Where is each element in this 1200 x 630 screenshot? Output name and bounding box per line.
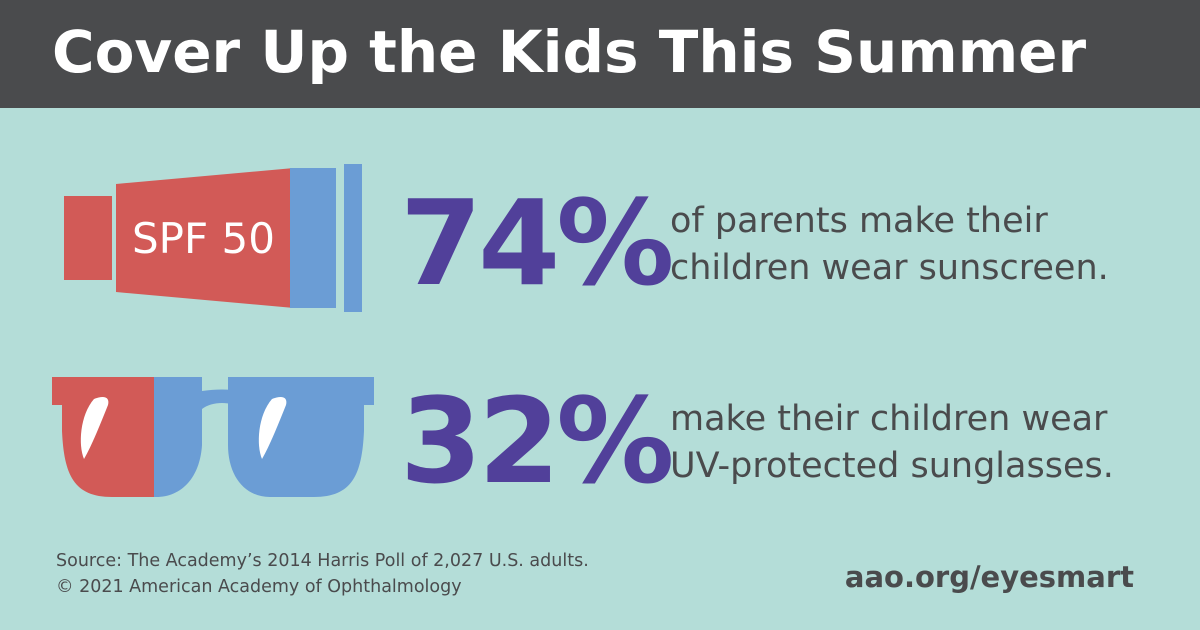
website-link[interactable]: aao.org/eyesmart (844, 560, 1134, 594)
page-title: Cover Up the Kids This Summer (52, 18, 1087, 86)
copyright-line: © 2021 American Academy of Ophthalmology (56, 577, 462, 597)
source-note: Source: The Academy’s 2014 Harris Poll o… (56, 548, 589, 600)
sunscreen-tube-icon: SPF 50 (62, 164, 364, 316)
sunglasses-percent: 32% (400, 372, 674, 510)
spf-label: SPF 50 (132, 214, 275, 263)
source-line: Source: The Academy’s 2014 Harris Poll o… (56, 551, 589, 571)
sunglasses-desc-line2: UV-protected sunglasses. (670, 446, 1114, 486)
header-bar: Cover Up the Kids This Summer (0, 0, 1200, 108)
sunscreen-desc-line2: children wear sunscreen. (670, 248, 1109, 288)
sunscreen-percent: 74% (400, 174, 674, 312)
sunglasses-desc-line1: make their children wear (670, 399, 1108, 439)
sunglasses-icon (52, 375, 374, 505)
sunscreen-desc-line1: of parents make their (670, 201, 1048, 241)
